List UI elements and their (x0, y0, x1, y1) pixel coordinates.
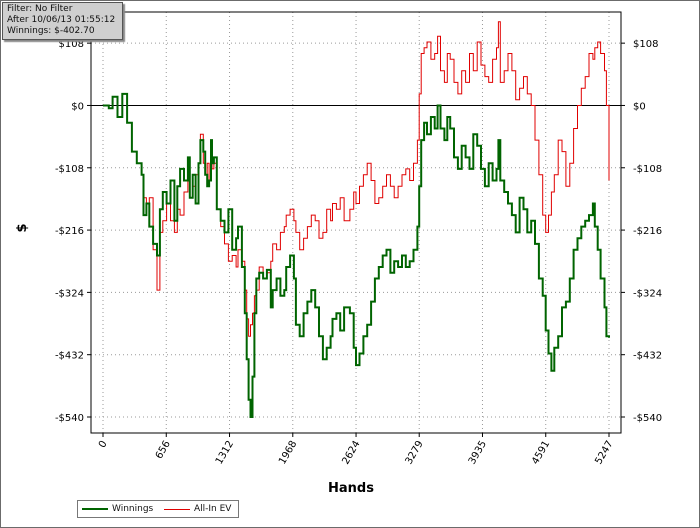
date-text: After 10/06/13 01:55:12 (7, 15, 116, 25)
chart-grid (91, 12, 621, 433)
y-tick-label-right: -$108 (633, 164, 662, 175)
legend-swatch-all-in-ev (164, 508, 190, 510)
chart-ticks: $108 $108 $0 $0 -$108 -$108 -$216 -$216 -$324 -$3… (55, 39, 662, 466)
y-tick-label-left: $0 (71, 101, 84, 112)
chart-series (103, 21, 610, 418)
x-axis-label: Hands (328, 481, 374, 496)
plot-border (90, 11, 622, 434)
x-tick-label: 5247 (593, 439, 615, 467)
y-tick-label-left: -$108 (55, 164, 84, 175)
filter-info-box: Filter: No Filter After 10/06/13 01:55:1… (2, 2, 123, 40)
x-tick-label: 1968 (277, 439, 299, 467)
y-tick-label-right: $108 (633, 39, 658, 50)
y-tick-label-left: -$432 (55, 351, 84, 362)
y-tick-label-left: -$324 (55, 288, 84, 299)
y-tick-label-right: -$324 (633, 288, 662, 299)
chart-legend: Winnings All-In EV (77, 500, 239, 518)
y-tick-label-right: -$540 (633, 413, 662, 424)
x-tick-label: 2624 (340, 439, 362, 467)
winnings-text: Winnings: $-402.70 (7, 26, 95, 36)
x-tick-label: 1312 (214, 439, 236, 467)
x-tick-label: 0 (97, 439, 110, 450)
x-tick-label: 3935 (467, 439, 489, 467)
legend-label-all-in-ev: All-In EV (194, 504, 232, 514)
legend-label-winnings: Winnings (112, 504, 154, 514)
y-tick-label-left: $108 (59, 39, 84, 50)
x-tick-label: 656 (154, 439, 173, 461)
y-tick-label-left: -$216 (55, 226, 84, 237)
y-axis-label: $ (15, 223, 30, 232)
y-tick-label-right: $0 (633, 101, 646, 112)
y-tick-label-right: -$216 (633, 226, 662, 237)
legend-swatch-winnings (82, 508, 108, 510)
filter-text: Filter: No Filter (7, 4, 73, 14)
x-tick-label: 4591 (530, 439, 552, 467)
x-tick-label: 3279 (404, 439, 426, 467)
y-tick-label-left: -$540 (55, 413, 84, 424)
legend-item-winnings: Winnings (82, 501, 153, 517)
winnings-line (103, 92, 610, 418)
legend-item-all-in-ev: All-In EV (164, 501, 231, 517)
y-tick-label-right: -$432 (633, 351, 662, 362)
